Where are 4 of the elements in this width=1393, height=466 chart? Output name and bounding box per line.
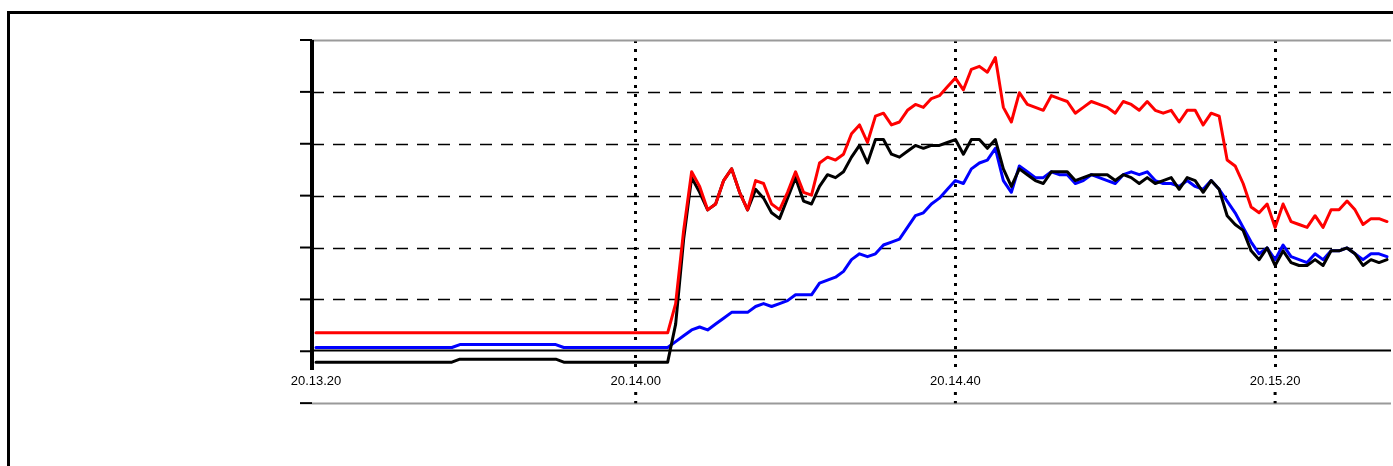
x-tick-label: 20.15.20 [1249,373,1301,389]
x-tick-label: 20.13.20 [290,373,342,389]
x-tick-label: 20.14.00 [610,373,661,389]
x-tick-label: 20.14.40 [930,373,981,389]
